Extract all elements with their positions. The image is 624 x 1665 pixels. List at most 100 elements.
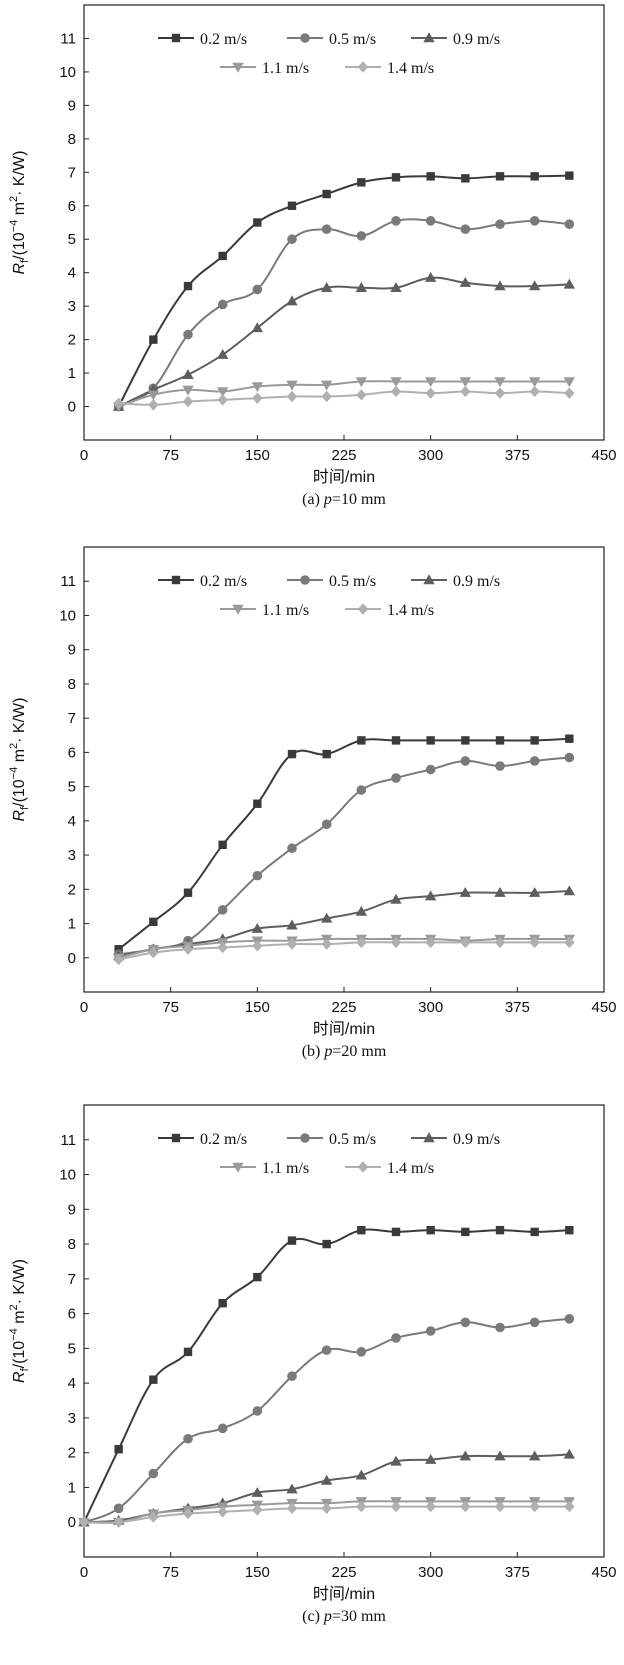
- data-point: [390, 936, 402, 949]
- y-tick-label: 7: [68, 164, 76, 181]
- legend-label: 1.4 m/s: [387, 60, 434, 77]
- data-point: [251, 382, 264, 393]
- data-point: [253, 1272, 262, 1282]
- y-tick-label: 0: [68, 399, 76, 416]
- y-axis-unit: · K/W): [11, 698, 28, 743]
- legend-marker: [357, 61, 369, 73]
- data-point: [459, 887, 472, 897]
- data-point: [390, 377, 402, 388]
- legend-item: 0.2 m/s: [158, 573, 247, 590]
- y-tick-label: 4: [68, 1375, 76, 1392]
- x-tick-label: 75: [162, 999, 179, 1016]
- legend-label: 0.2 m/s: [200, 1131, 247, 1148]
- x-tick-label: 225: [331, 447, 356, 464]
- legend-marker: [300, 1133, 310, 1143]
- data-point: [321, 390, 332, 403]
- caption-value: =10 mm: [332, 491, 386, 508]
- data-point: [356, 389, 367, 401]
- data-point: [356, 1347, 367, 1357]
- y-axis-exponent: 2: [8, 196, 20, 202]
- y-axis-title: Rf/(10−4 m2· K/W): [8, 1259, 31, 1383]
- data-point: [114, 945, 123, 954]
- data-point: [217, 1423, 228, 1434]
- x-tick-label: 225: [331, 999, 356, 1016]
- legend-item: 0.2 m/s: [158, 1131, 247, 1148]
- data-point: [529, 385, 540, 398]
- data-point: [424, 1453, 437, 1464]
- data-point: [148, 1468, 159, 1479]
- y-axis-unit: m: [11, 1310, 28, 1328]
- data-point: [425, 1500, 436, 1513]
- y-tick-label: 6: [68, 1306, 76, 1323]
- y-tick-label: 9: [68, 1201, 76, 1218]
- data-point: [355, 282, 368, 292]
- legend-label: 0.2 m/s: [200, 573, 247, 590]
- y-axis-subscript: f: [19, 259, 31, 263]
- caption-value: =20 mm: [332, 1043, 386, 1060]
- data-point: [530, 736, 539, 745]
- data-point: [391, 773, 401, 783]
- legend-label: 0.2 m/s: [200, 31, 247, 48]
- legend-item: 0.5 m/s: [287, 31, 376, 48]
- legend-item: 0.9 m/s: [411, 31, 500, 48]
- data-point: [528, 280, 541, 291]
- legend-item: 0.9 m/s: [411, 573, 500, 590]
- y-tick-label: 4: [68, 813, 76, 830]
- y-axis-exponent: −4: [8, 767, 20, 780]
- data-point: [355, 905, 368, 916]
- data-point: [424, 272, 437, 282]
- y-tick-label: 10: [59, 64, 76, 81]
- data-point: [494, 377, 506, 388]
- data-point: [183, 888, 193, 897]
- legend-marker: [423, 32, 435, 43]
- data-point: [494, 887, 506, 897]
- data-point: [391, 736, 401, 745]
- data-point: [390, 282, 402, 292]
- data-point: [460, 1500, 471, 1513]
- legend-item: 0.5 m/s: [287, 1131, 376, 1148]
- legend-marker: [171, 1133, 181, 1143]
- data-point: [564, 387, 575, 399]
- x-tick-label: 375: [505, 447, 530, 464]
- legend-marker: [171, 33, 181, 43]
- data-point: [356, 936, 367, 949]
- data-point: [251, 922, 264, 933]
- y-tick-label: 10: [59, 1167, 76, 1184]
- data-point: [148, 1511, 159, 1523]
- series-1-1-m-s: [112, 377, 576, 413]
- x-tick-label: 0: [80, 999, 88, 1016]
- x-tick-label: 150: [245, 1564, 270, 1581]
- caption-prefix: (c): [302, 1608, 324, 1625]
- y-axis-unit: /(10: [11, 1341, 28, 1369]
- y-axis-unit: m: [11, 749, 28, 767]
- data-point: [286, 1502, 298, 1515]
- y-axis-symbol: R: [11, 1371, 28, 1383]
- chart-panel-c: 0 75 150 225 300 375 450 0 1 2 3 4 5 6 7 8 9 10 11 时间/min (c…: [8, 1104, 617, 1625]
- data-point: [494, 1450, 506, 1461]
- y-tick-label: 3: [68, 298, 76, 315]
- legend-marker: [357, 603, 369, 615]
- data-point: [565, 171, 574, 180]
- data-point: [459, 377, 472, 388]
- legend-marker: [357, 1161, 369, 1173]
- data-point: [424, 890, 437, 901]
- x-tick-label: 375: [505, 1564, 530, 1581]
- legend-item: 1.4 m/s: [345, 1160, 434, 1177]
- data-point: [459, 277, 472, 287]
- data-point: [286, 380, 298, 391]
- data-point: [149, 335, 158, 344]
- data-point: [391, 216, 401, 226]
- data-point: [182, 395, 194, 408]
- data-point: [114, 1445, 123, 1454]
- y-tick-label: 8: [68, 676, 76, 693]
- y-axis-exponent: −4: [8, 220, 20, 233]
- legend-label: 1.4 m/s: [387, 1160, 434, 1177]
- plot-frame: [83, 546, 605, 993]
- y-tick-label: 3: [68, 1410, 76, 1427]
- data-point: [321, 1502, 332, 1515]
- data-point: [564, 1314, 575, 1324]
- legend-item: 0.2 m/s: [158, 31, 247, 48]
- x-axis-title: 时间/min: [313, 468, 375, 486]
- data-point: [287, 843, 297, 854]
